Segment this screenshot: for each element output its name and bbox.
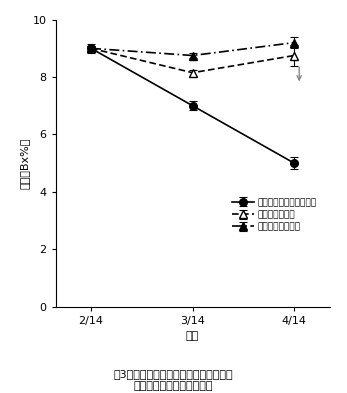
Y-axis label: 糖度（Bx%）: 糖度（Bx%）: [20, 138, 30, 189]
X-axis label: 日付: 日付: [186, 331, 199, 341]
Legend: 収穫直後（活培延長区）, 貯蔵（包装区）, 貯蔵（無包装区）: 収穫直後（活培延長区）, 貯蔵（包装区）, 貯蔵（無包装区）: [229, 195, 320, 234]
Text: 図3　　収穫後貯蔵したキャベツと活培
を延長したキャベツの糖度: 図3 収穫後貯蔵したキャベツと活培 を延長したキャベツの糖度: [114, 369, 233, 391]
